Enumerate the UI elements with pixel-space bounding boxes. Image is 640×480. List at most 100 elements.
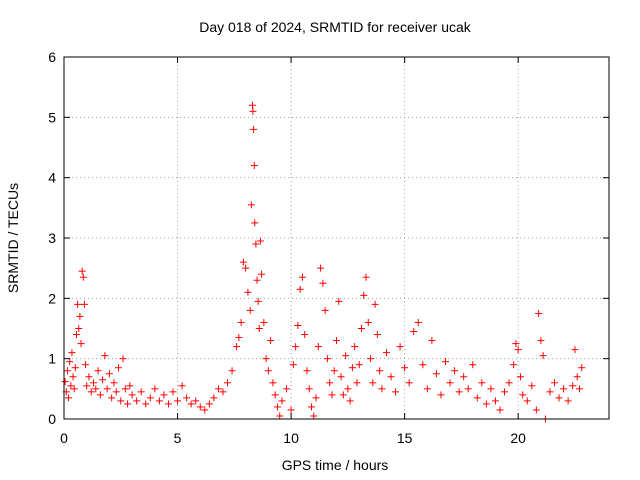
data-point [151,385,159,393]
data-point [68,349,76,357]
data-point [124,400,132,408]
data-point [103,385,111,393]
data-point [501,388,509,396]
data-point [71,364,79,372]
data-point [105,370,113,378]
data-point [419,361,427,369]
data-point [505,379,513,387]
data-point [310,412,318,420]
data-point [250,162,258,170]
data-point [355,361,363,369]
y-tick-label: 6 [48,49,56,65]
data-point [308,403,316,411]
x-tick-label: 5 [174,430,182,446]
data-point [516,373,524,381]
data-point [214,385,222,393]
data-point [248,101,256,109]
data-point [428,337,436,345]
data-point [160,391,168,399]
data-point [528,382,536,390]
data-point [314,343,322,351]
data-point [464,385,472,393]
data-point [247,201,255,209]
data-point [196,403,204,411]
data-point [112,388,120,396]
data-point [496,406,504,414]
data-point [573,373,581,381]
x-axis-label: GPS time / hours [282,457,389,473]
data-point [342,352,350,360]
y-tick-label: 3 [48,230,56,246]
data-point [142,400,150,408]
data-point [82,361,90,369]
data-point [569,382,577,390]
data-point [283,385,291,393]
data-point [256,237,264,245]
data-point [244,288,252,296]
data-point [133,397,141,405]
data-point [555,394,563,402]
data-point [201,406,209,414]
data-point [551,379,558,387]
data-point [369,379,377,387]
data-point [90,379,98,387]
data-point [301,331,309,339]
data-point [117,397,125,405]
data-point [61,378,69,386]
data-point [305,385,313,393]
data-point [69,373,77,381]
data-point [70,385,78,393]
data-point [294,321,302,329]
data-point [335,297,343,305]
data-point [437,391,445,399]
y-tick-label: 0 [48,411,56,427]
data-point [473,394,481,402]
data-point [74,300,82,308]
data-point [254,297,262,305]
data-point [401,364,409,372]
data-point [446,379,454,387]
data-point [575,385,583,393]
data-point [512,340,520,348]
data-point [235,334,243,342]
data-point [269,379,277,387]
data-point [487,385,495,393]
data-point [523,397,531,405]
data-point [250,125,258,133]
data-point [451,367,459,375]
data-point [296,285,304,293]
data-point [119,355,127,363]
data-point [96,391,104,399]
data-point [491,397,499,405]
data-point [514,346,522,354]
data-point [121,385,129,393]
data-point [321,306,329,314]
data-point [535,309,543,317]
data-point [312,394,320,402]
y-axis-label: SRMTID / TECUs [5,183,21,293]
data-point [510,361,518,369]
data-point [478,379,486,387]
data-point [539,352,547,360]
data-point [319,279,327,287]
y-tick-label: 2 [48,290,56,306]
data-point [94,367,102,375]
data-point [330,367,338,375]
data-point [76,312,84,320]
data-point [108,394,116,402]
data-point [174,397,182,405]
data-point [537,337,545,345]
gridlines [64,57,609,419]
data-point [242,264,250,272]
data-point [387,373,395,381]
x-tick-label: 0 [60,430,68,446]
data-point [333,337,340,345]
data-point [239,258,247,266]
data-point [432,370,440,378]
data-point [137,388,145,396]
data-point [360,291,368,299]
data-point [482,400,490,408]
data-point [278,397,286,405]
data-point [155,397,163,405]
data-point [348,364,356,372]
